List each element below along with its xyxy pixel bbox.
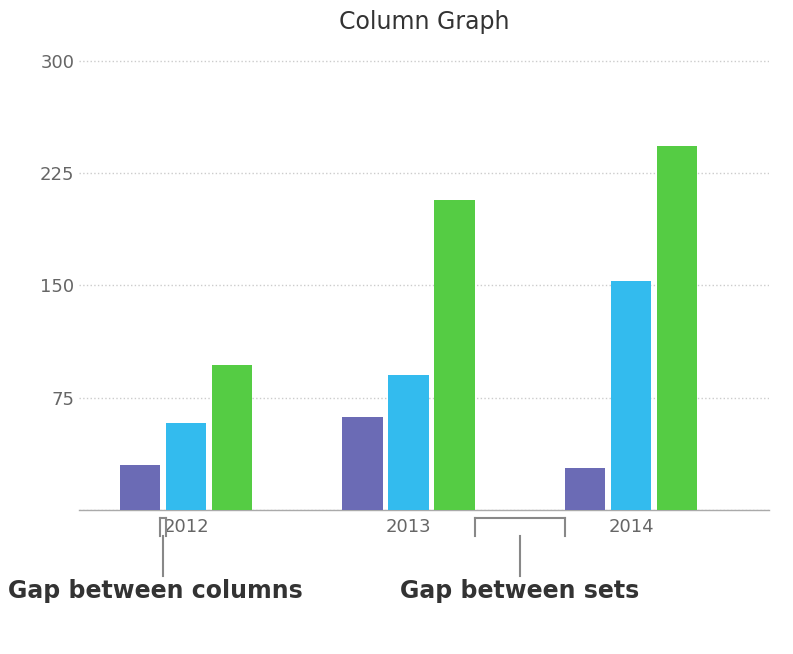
Bar: [212, 365, 252, 510]
Bar: [435, 200, 475, 510]
Title: Column Graph: Column Graph: [339, 10, 510, 34]
Bar: [120, 465, 160, 510]
Text: Gap between sets: Gap between sets: [400, 579, 639, 603]
Bar: [611, 281, 651, 510]
Bar: [389, 375, 429, 510]
Bar: [565, 468, 605, 510]
Bar: [166, 423, 206, 510]
Bar: [343, 417, 383, 510]
Text: Gap between columns: Gap between columns: [8, 579, 302, 603]
Bar: [657, 146, 697, 510]
